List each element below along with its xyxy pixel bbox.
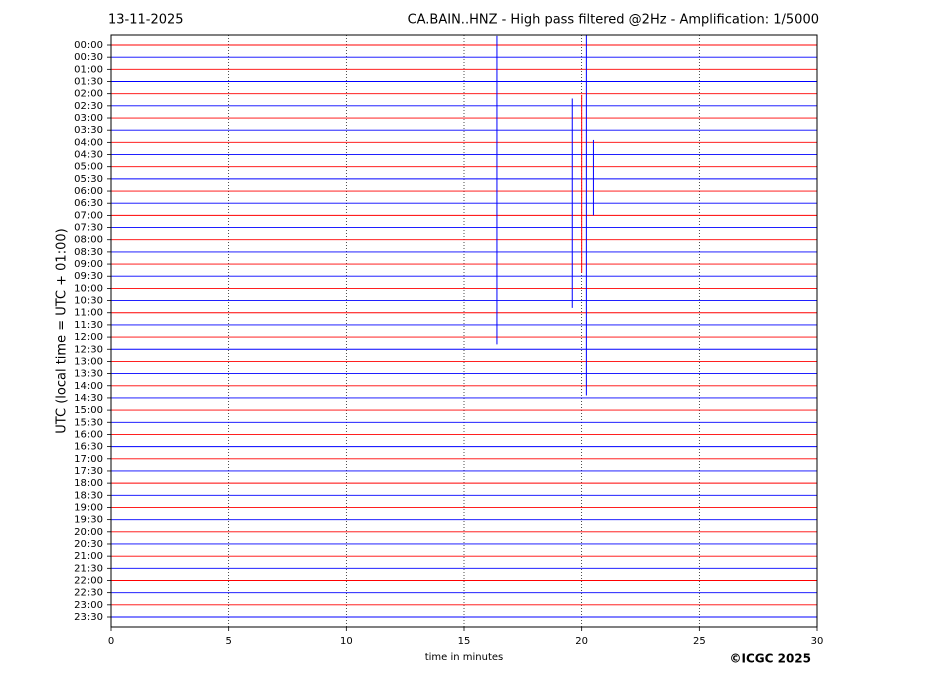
- y-tick-label: 12:30: [74, 344, 103, 355]
- x-tick-label: 30: [811, 636, 824, 647]
- x-axis-label: time in minutes: [425, 652, 504, 663]
- credit: ©ICGC 2025: [729, 652, 811, 666]
- y-axis-label: UTC (local time = UTC + 01:00): [55, 228, 70, 433]
- y-tick-label: 04:00: [74, 137, 103, 148]
- y-tick-label: 00:30: [74, 52, 103, 63]
- y-tick-label: 06:00: [74, 186, 103, 197]
- y-tick-label: 14:00: [74, 381, 103, 392]
- y-tick-label: 11:30: [74, 320, 103, 331]
- y-tick-label: 04:30: [74, 150, 103, 161]
- y-tick-label: 09:30: [74, 271, 103, 282]
- y-tick-label: 16:30: [74, 442, 103, 453]
- y-tick-label: 21:00: [74, 551, 103, 562]
- y-tick-label: 08:30: [74, 247, 103, 258]
- y-tick-label: 08:00: [74, 235, 103, 246]
- y-tick-label: 19:00: [74, 502, 103, 513]
- y-tick-label: 01:30: [74, 77, 103, 88]
- y-tick-label: 15:30: [74, 417, 103, 428]
- y-tick-label: 06:30: [74, 198, 103, 209]
- y-tick-label: 11:00: [74, 308, 103, 319]
- y-tick-label: 02:00: [74, 89, 103, 100]
- y-tick-label: 18:00: [74, 478, 103, 489]
- y-tick-label: 09:00: [74, 259, 103, 270]
- y-tick-label: 15:00: [74, 405, 103, 416]
- y-tick-label: 22:30: [74, 588, 103, 599]
- y-tick-label: 13:30: [74, 369, 103, 380]
- y-tick-label: 14:30: [74, 393, 103, 404]
- x-tick-label: 5: [225, 636, 231, 647]
- y-tick-label: 17:30: [74, 466, 103, 477]
- y-tick-label: 01:00: [74, 64, 103, 75]
- y-tick-label: 20:30: [74, 539, 103, 550]
- y-tick-label: 03:30: [74, 125, 103, 136]
- y-tick-label: 05:30: [74, 174, 103, 185]
- y-tick-label: 12:00: [74, 332, 103, 343]
- chart-title: CA.BAIN..HNZ - High pass filtered @2Hz -…: [408, 13, 819, 28]
- y-tick-label: 07:00: [74, 210, 103, 221]
- y-tick-label: 10:00: [74, 283, 103, 294]
- y-tick-label: 21:30: [74, 563, 103, 574]
- x-tick-label: 0: [108, 636, 114, 647]
- x-tick-label: 25: [693, 636, 706, 647]
- y-tick-label: 23:30: [74, 612, 103, 623]
- y-tick-label: 20:00: [74, 527, 103, 538]
- y-tick-label: 02:30: [74, 101, 103, 112]
- y-tick-label: 23:00: [74, 600, 103, 611]
- x-tick-label: 20: [575, 636, 588, 647]
- y-tick-label: 00:00: [74, 40, 103, 51]
- y-tick-label: 03:00: [74, 113, 103, 124]
- y-tick-label: 07:30: [74, 223, 103, 234]
- y-tick-label: 13:00: [74, 356, 103, 367]
- x-tick-label: 15: [458, 636, 471, 647]
- y-tick-label: 19:30: [74, 515, 103, 526]
- y-tick-label: 05:00: [74, 162, 103, 173]
- y-tick-label: 10:30: [74, 296, 103, 307]
- date: 13-11-2025: [108, 13, 184, 28]
- y-tick-label: 18:30: [74, 490, 103, 501]
- x-tick-label: 10: [340, 636, 353, 647]
- y-tick-label: 22:00: [74, 575, 103, 586]
- y-tick-label: 17:00: [74, 454, 103, 465]
- plot-frame: [110, 34, 818, 628]
- y-tick-label: 16:00: [74, 429, 103, 440]
